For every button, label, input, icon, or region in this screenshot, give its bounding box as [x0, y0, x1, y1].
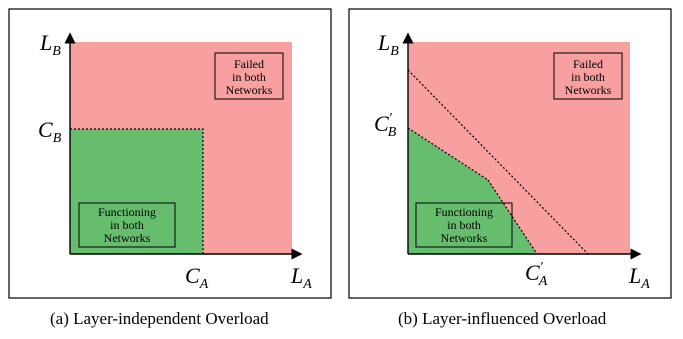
failed-label-box [553, 52, 623, 100]
y-axis-label: LB [39, 30, 61, 59]
capacity-boundary [70, 128, 204, 254]
caption-b: (b) Layer-influenced Overload [398, 309, 607, 328]
functioning-label-box [415, 202, 513, 248]
x-tick-label: CA [185, 263, 209, 292]
functioning-region [70, 129, 203, 254]
failed-label-box [214, 52, 284, 100]
panel-a: LB LA CB CA Failed in both Networks Func… [8, 8, 332, 299]
functioning-label-box [78, 202, 176, 248]
boundary-line-a-extension [407, 69, 589, 255]
failed-label-line-1: Failed [573, 57, 603, 71]
failed-label-line-2: in both [571, 70, 605, 84]
caption-a: (a) Layer-independent Overload [50, 309, 269, 328]
failed-label-line-1: Failed [234, 57, 264, 71]
y-tick-label: C′ B [374, 111, 397, 140]
y-axis-label: LB [377, 30, 399, 59]
panel-b-frame [348, 8, 672, 299]
functioning-label-line-1: Functioning [98, 205, 156, 219]
x-axis-label: LA [290, 263, 312, 292]
functioning-label-line-1: Functioning [435, 205, 493, 219]
functioning-region [408, 128, 537, 254]
failed-label-line-3: Networks [226, 83, 273, 97]
x-tick-label: C′ A [525, 260, 548, 289]
functioning-label-line-2: in both [110, 218, 144, 232]
failed-label-line-2: in both [232, 70, 266, 84]
functioning-label-line-2: in both [447, 218, 481, 232]
panel-a-frame [8, 8, 332, 299]
x-axis-label: LA [628, 263, 650, 292]
panel-b: LB LA C′ B C′ A Failed in both Networks Fu… [348, 8, 672, 299]
y-tick-label: CB [38, 117, 62, 146]
functioning-label-line-3: Networks [441, 231, 488, 245]
failed-label-line-3: Networks [565, 83, 612, 97]
functioning-label-line-3: Networks [104, 231, 151, 245]
